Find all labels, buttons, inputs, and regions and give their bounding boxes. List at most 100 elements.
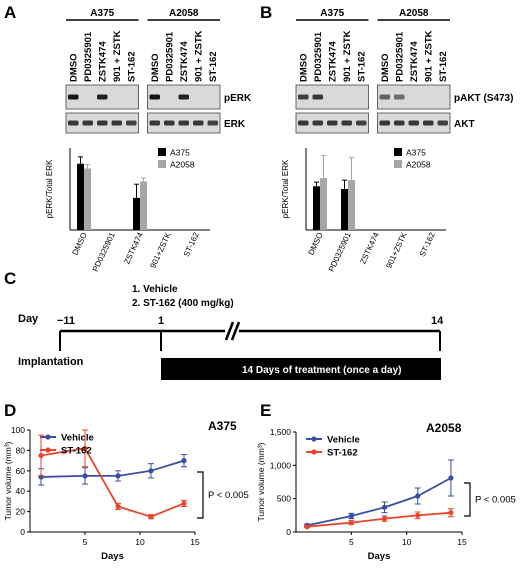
blot-band xyxy=(312,94,323,100)
y-axis-label: Tumor volume (mm³) xyxy=(3,441,13,520)
panel-letter-b: B xyxy=(260,3,272,22)
x-tick-label: PD0325901 xyxy=(91,231,117,274)
data-point xyxy=(348,520,354,526)
treatment-timeline: 1. Vehicle 2. ST-162 (400 mg/kg) Day −11… xyxy=(18,284,444,380)
bar xyxy=(133,197,140,230)
bar xyxy=(320,178,327,230)
legend-marker xyxy=(311,449,317,455)
blot-band xyxy=(298,120,309,126)
blot-band xyxy=(149,94,160,100)
x-tick-label: 901+ZSTK xyxy=(384,230,409,269)
blot-lane-label: DMSO xyxy=(380,54,391,83)
legend-label: Vehicle xyxy=(327,435,360,446)
data-point xyxy=(82,473,88,479)
blot-band xyxy=(408,120,419,126)
blot-lane-label: ZSTK474 xyxy=(97,41,108,82)
blot-band xyxy=(178,94,189,100)
line-chart-e: 0 500 1,000 1,500 5 10 15 Days Tumor volume (mm³… xyxy=(256,421,516,562)
legend-st162: 2. ST-162 (400 mg/kg) xyxy=(132,298,234,309)
x-tick-label: 10 xyxy=(135,537,145,547)
legend-swatch xyxy=(158,160,166,168)
blot-band xyxy=(97,94,108,100)
treatment-bar xyxy=(161,358,441,380)
blot-band xyxy=(82,120,93,126)
blot-lane-label: PD0325901 xyxy=(394,31,405,82)
blot-band xyxy=(68,94,79,100)
y-tick-label: 60 xyxy=(16,466,26,476)
data-point xyxy=(148,514,154,520)
blot-group-label: A375 xyxy=(320,8,344,19)
legend-label: A375 xyxy=(170,148,190,158)
blot-band xyxy=(379,120,390,126)
panel-letter-a: A xyxy=(4,3,16,22)
bar xyxy=(313,186,320,230)
blot-group-label: A2058 xyxy=(399,8,429,19)
blot-band xyxy=(193,120,204,126)
tick-label-14: 14 xyxy=(431,315,444,327)
blot-band xyxy=(356,120,367,126)
data-point xyxy=(448,475,454,481)
data-point xyxy=(415,512,421,518)
blot-band xyxy=(178,120,189,126)
blot-lane-label: 901 + ZSTK xyxy=(112,30,123,82)
blot-band xyxy=(379,94,390,100)
blot-lane-label: ZSTK474 xyxy=(327,41,338,82)
y-tick-label: 500 xyxy=(277,494,291,504)
blot-band xyxy=(298,94,309,100)
blot-lane-label: 901 + ZSTK xyxy=(342,30,353,82)
bar-chart-b: pERK/Total ERK DMSO PD0325901 ZSTK474 901+ZS… xyxy=(281,148,446,273)
legend-swatch xyxy=(158,148,166,156)
data-point xyxy=(181,458,187,464)
blot-band xyxy=(437,120,448,126)
data-point xyxy=(181,500,187,507)
blot-strip xyxy=(295,84,369,110)
legend-label: A2058 xyxy=(170,160,195,170)
blot-band xyxy=(394,120,405,126)
blot-lane-label: ST-162 xyxy=(126,51,137,82)
x-tick-label: 10 xyxy=(402,537,412,547)
blot-lane-label: ST-162 xyxy=(356,51,367,82)
y-tick-label: 1,000 xyxy=(270,460,292,470)
data-point xyxy=(148,468,154,474)
blot-band-label: ERK xyxy=(224,119,246,130)
blot-band xyxy=(394,94,405,100)
p-value-annotation: P < 0.005 xyxy=(208,490,249,501)
blot-lane-label: DMSO xyxy=(68,54,79,83)
blot-lane-label: DMSO xyxy=(298,54,309,83)
tick-label-minus11: −11 xyxy=(57,315,75,327)
panel-letter-d: D xyxy=(4,401,16,420)
blot-lane-label: PD0325901 xyxy=(164,31,175,82)
blot-band-label: pAKT (S473) xyxy=(454,93,513,104)
blot-lane-label: ST-162 xyxy=(208,51,219,82)
y-tick-label: 40 xyxy=(16,486,26,496)
y-axis-label: pERK/Total ERK xyxy=(45,159,54,218)
blot-lane-label: ST-162 xyxy=(438,51,449,82)
bar xyxy=(341,189,348,230)
blot-band xyxy=(111,120,122,126)
blot-lane-label: ZSTK474 xyxy=(179,41,190,82)
x-tick-label: 15 xyxy=(457,537,467,547)
series-line xyxy=(40,447,185,518)
blot-band xyxy=(423,120,434,126)
line-chart-d: 0 20 40 60 80 100 5 10 15 Days Tumor volume (mm³) A… xyxy=(3,419,249,562)
x-tick-label: ZSTK474 xyxy=(358,231,381,266)
y-tick-label: 100 xyxy=(11,425,25,435)
blot-group-label: A2058 xyxy=(169,8,199,19)
blot-band xyxy=(312,120,323,126)
series-line xyxy=(306,511,452,528)
data-point xyxy=(38,452,44,459)
data-point xyxy=(381,516,388,522)
significance-bracket xyxy=(197,471,204,519)
blot-band xyxy=(207,120,218,126)
x-tick-label: ZSTK474 xyxy=(122,231,145,266)
bar xyxy=(77,163,84,230)
blot-band xyxy=(341,120,352,126)
blot-lane-label: DMSO xyxy=(150,54,161,83)
bar xyxy=(84,168,91,230)
blot-band xyxy=(126,120,137,126)
data-point xyxy=(82,445,88,451)
y-tick-label: 1,500 xyxy=(270,427,292,437)
